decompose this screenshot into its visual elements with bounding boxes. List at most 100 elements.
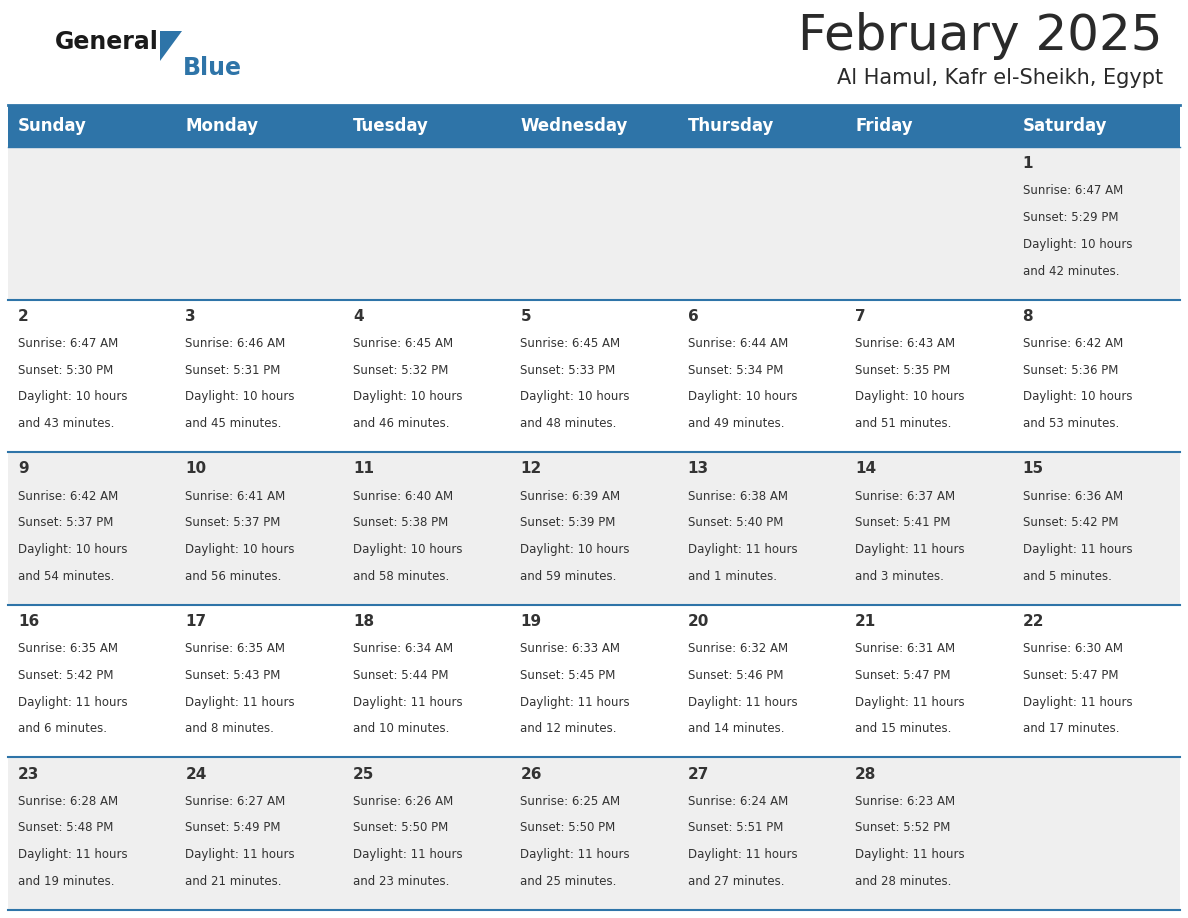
Text: Sunrise: 6:43 AM: Sunrise: 6:43 AM bbox=[855, 337, 955, 350]
Text: 17: 17 bbox=[185, 614, 207, 629]
FancyBboxPatch shape bbox=[1012, 105, 1180, 147]
Text: 24: 24 bbox=[185, 767, 207, 781]
Text: Sunset: 5:35 PM: Sunset: 5:35 PM bbox=[855, 364, 950, 376]
Text: Sunrise: 6:45 AM: Sunrise: 6:45 AM bbox=[520, 337, 620, 350]
Text: Sunrise: 6:37 AM: Sunrise: 6:37 AM bbox=[855, 489, 955, 502]
Text: Sunrise: 6:34 AM: Sunrise: 6:34 AM bbox=[353, 643, 453, 655]
FancyBboxPatch shape bbox=[176, 757, 343, 910]
Text: and 19 minutes.: and 19 minutes. bbox=[18, 875, 114, 888]
Text: Sunrise: 6:26 AM: Sunrise: 6:26 AM bbox=[353, 795, 453, 808]
FancyBboxPatch shape bbox=[511, 147, 677, 299]
FancyBboxPatch shape bbox=[845, 147, 1012, 299]
Text: and 14 minutes.: and 14 minutes. bbox=[688, 722, 784, 735]
Text: Sunrise: 6:28 AM: Sunrise: 6:28 AM bbox=[18, 795, 118, 808]
Text: Sunset: 5:33 PM: Sunset: 5:33 PM bbox=[520, 364, 615, 376]
Text: Daylight: 11 hours: Daylight: 11 hours bbox=[855, 543, 965, 556]
FancyBboxPatch shape bbox=[176, 299, 343, 453]
Text: Al Hamul, Kafr el-Sheikh, Egypt: Al Hamul, Kafr el-Sheikh, Egypt bbox=[836, 68, 1163, 88]
Text: Daylight: 10 hours: Daylight: 10 hours bbox=[688, 390, 797, 403]
Text: 21: 21 bbox=[855, 614, 877, 629]
Text: Sunset: 5:32 PM: Sunset: 5:32 PM bbox=[353, 364, 448, 376]
Text: Sunset: 5:49 PM: Sunset: 5:49 PM bbox=[185, 822, 282, 834]
Text: Sunrise: 6:25 AM: Sunrise: 6:25 AM bbox=[520, 795, 620, 808]
FancyBboxPatch shape bbox=[176, 105, 343, 147]
Text: Sunset: 5:34 PM: Sunset: 5:34 PM bbox=[688, 364, 783, 376]
Text: 26: 26 bbox=[520, 767, 542, 781]
Text: and 27 minutes.: and 27 minutes. bbox=[688, 875, 784, 888]
FancyBboxPatch shape bbox=[8, 605, 176, 757]
Text: Daylight: 11 hours: Daylight: 11 hours bbox=[520, 696, 630, 709]
FancyBboxPatch shape bbox=[511, 453, 677, 605]
Text: 4: 4 bbox=[353, 308, 364, 324]
FancyBboxPatch shape bbox=[1012, 147, 1180, 299]
FancyBboxPatch shape bbox=[511, 299, 677, 453]
FancyBboxPatch shape bbox=[1012, 757, 1180, 910]
Text: Daylight: 11 hours: Daylight: 11 hours bbox=[855, 848, 965, 861]
Text: Sunset: 5:42 PM: Sunset: 5:42 PM bbox=[1023, 516, 1118, 530]
Text: and 25 minutes.: and 25 minutes. bbox=[520, 875, 617, 888]
Text: Daylight: 11 hours: Daylight: 11 hours bbox=[18, 696, 127, 709]
Text: 19: 19 bbox=[520, 614, 542, 629]
Text: Sunset: 5:42 PM: Sunset: 5:42 PM bbox=[18, 669, 114, 682]
FancyBboxPatch shape bbox=[677, 757, 845, 910]
Text: and 17 minutes.: and 17 minutes. bbox=[1023, 722, 1119, 735]
Text: Sunset: 5:45 PM: Sunset: 5:45 PM bbox=[520, 669, 615, 682]
Text: Daylight: 10 hours: Daylight: 10 hours bbox=[18, 390, 127, 403]
FancyBboxPatch shape bbox=[511, 757, 677, 910]
FancyBboxPatch shape bbox=[343, 757, 511, 910]
Text: February 2025: February 2025 bbox=[798, 12, 1163, 60]
Text: Daylight: 11 hours: Daylight: 11 hours bbox=[185, 696, 295, 709]
FancyBboxPatch shape bbox=[8, 453, 176, 605]
Text: Sunset: 5:47 PM: Sunset: 5:47 PM bbox=[855, 669, 950, 682]
Text: Tuesday: Tuesday bbox=[353, 117, 429, 135]
Text: Saturday: Saturday bbox=[1023, 117, 1107, 135]
Text: Sunset: 5:50 PM: Sunset: 5:50 PM bbox=[353, 822, 448, 834]
Text: Sunrise: 6:40 AM: Sunrise: 6:40 AM bbox=[353, 489, 453, 502]
Text: Daylight: 11 hours: Daylight: 11 hours bbox=[185, 848, 295, 861]
Text: and 59 minutes.: and 59 minutes. bbox=[520, 570, 617, 583]
Text: Daylight: 10 hours: Daylight: 10 hours bbox=[353, 390, 462, 403]
Text: Sunrise: 6:35 AM: Sunrise: 6:35 AM bbox=[185, 643, 285, 655]
Text: Sunrise: 6:23 AM: Sunrise: 6:23 AM bbox=[855, 795, 955, 808]
Text: 18: 18 bbox=[353, 614, 374, 629]
Text: Daylight: 11 hours: Daylight: 11 hours bbox=[688, 848, 797, 861]
Text: and 48 minutes.: and 48 minutes. bbox=[520, 417, 617, 431]
FancyBboxPatch shape bbox=[845, 105, 1012, 147]
Text: Sunrise: 6:39 AM: Sunrise: 6:39 AM bbox=[520, 489, 620, 502]
Text: Sunset: 5:41 PM: Sunset: 5:41 PM bbox=[855, 516, 950, 530]
Text: and 54 minutes.: and 54 minutes. bbox=[18, 570, 114, 583]
Text: and 49 minutes.: and 49 minutes. bbox=[688, 417, 784, 431]
Text: Sunrise: 6:41 AM: Sunrise: 6:41 AM bbox=[185, 489, 286, 502]
Text: 11: 11 bbox=[353, 462, 374, 476]
Text: and 1 minutes.: and 1 minutes. bbox=[688, 570, 777, 583]
Text: Daylight: 11 hours: Daylight: 11 hours bbox=[688, 543, 797, 556]
Text: and 42 minutes.: and 42 minutes. bbox=[1023, 264, 1119, 277]
FancyBboxPatch shape bbox=[1012, 453, 1180, 605]
Text: and 15 minutes.: and 15 minutes. bbox=[855, 722, 952, 735]
Polygon shape bbox=[160, 31, 182, 61]
Text: and 21 minutes.: and 21 minutes. bbox=[185, 875, 282, 888]
Text: Sunset: 5:37 PM: Sunset: 5:37 PM bbox=[185, 516, 280, 530]
Text: 27: 27 bbox=[688, 767, 709, 781]
Text: 10: 10 bbox=[185, 462, 207, 476]
Text: Friday: Friday bbox=[855, 117, 912, 135]
FancyBboxPatch shape bbox=[343, 105, 511, 147]
Text: and 28 minutes.: and 28 minutes. bbox=[855, 875, 952, 888]
FancyBboxPatch shape bbox=[8, 299, 176, 453]
Text: Daylight: 11 hours: Daylight: 11 hours bbox=[353, 848, 462, 861]
Text: Daylight: 11 hours: Daylight: 11 hours bbox=[520, 848, 630, 861]
FancyBboxPatch shape bbox=[176, 453, 343, 605]
Text: 8: 8 bbox=[1023, 308, 1034, 324]
FancyBboxPatch shape bbox=[176, 605, 343, 757]
Text: Daylight: 11 hours: Daylight: 11 hours bbox=[855, 696, 965, 709]
Text: 22: 22 bbox=[1023, 614, 1044, 629]
Text: Sunday: Sunday bbox=[18, 117, 87, 135]
Text: and 5 minutes.: and 5 minutes. bbox=[1023, 570, 1112, 583]
Text: Sunrise: 6:36 AM: Sunrise: 6:36 AM bbox=[1023, 489, 1123, 502]
Text: Sunset: 5:50 PM: Sunset: 5:50 PM bbox=[520, 822, 615, 834]
Text: Monday: Monday bbox=[185, 117, 259, 135]
Text: Sunrise: 6:45 AM: Sunrise: 6:45 AM bbox=[353, 337, 453, 350]
Text: 6: 6 bbox=[688, 308, 699, 324]
Text: Sunrise: 6:27 AM: Sunrise: 6:27 AM bbox=[185, 795, 286, 808]
Text: Sunrise: 6:42 AM: Sunrise: 6:42 AM bbox=[1023, 337, 1123, 350]
